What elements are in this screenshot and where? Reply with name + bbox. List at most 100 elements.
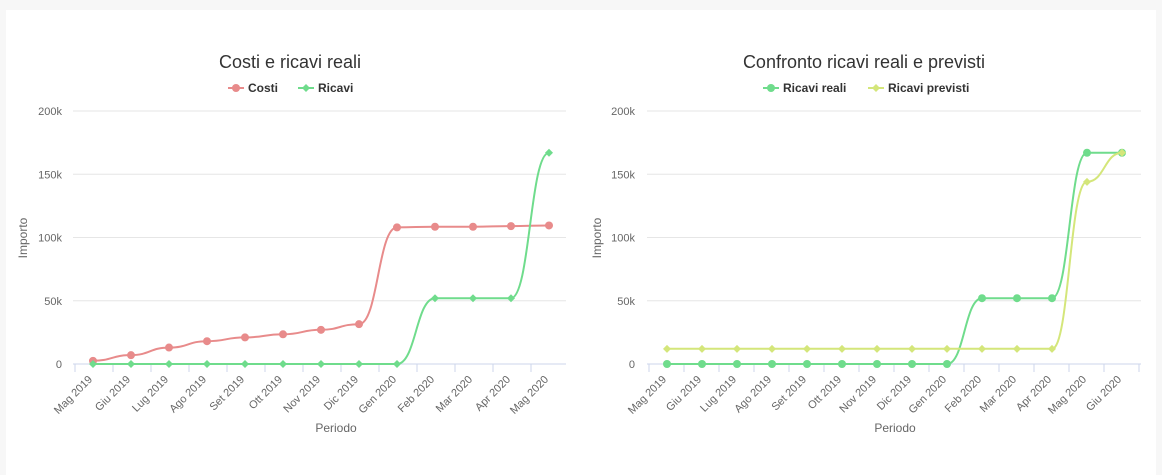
data-point[interactable]	[733, 344, 741, 353]
data-point[interactable]	[768, 344, 776, 353]
data-point[interactable]	[873, 360, 881, 368]
x-axis-title: Periodo	[315, 421, 357, 435]
data-point[interactable]	[545, 221, 553, 230]
data-point[interactable]	[1118, 148, 1126, 157]
data-point[interactable]	[978, 294, 986, 303]
data-point[interactable]	[165, 343, 173, 352]
data-point[interactable]	[1048, 294, 1056, 303]
x-tick-label: Mar 2020	[978, 374, 1019, 415]
data-point[interactable]	[698, 344, 706, 353]
legend-label: Ricavi previsti	[888, 81, 969, 95]
y-tick-label: 200k	[611, 106, 635, 118]
data-point[interactable]	[127, 360, 135, 368]
data-point[interactable]	[507, 222, 515, 231]
data-point[interactable]	[279, 330, 287, 339]
data-point[interactable]	[943, 360, 951, 368]
data-point[interactable]	[908, 344, 916, 353]
data-point[interactable]	[89, 360, 97, 368]
charts-panel	[6, 10, 1156, 475]
y-tick-label: 100k	[38, 233, 62, 245]
legend-marker[interactable]	[872, 84, 880, 92]
data-point[interactable]	[393, 223, 401, 232]
data-point[interactable]	[663, 360, 671, 368]
data-point[interactable]	[431, 294, 439, 303]
data-point[interactable]	[241, 333, 249, 342]
y-tick-label: 150k	[38, 169, 62, 181]
legend-marker[interactable]	[767, 84, 775, 92]
data-point[interactable]	[978, 344, 986, 353]
data-point[interactable]	[873, 344, 881, 353]
data-point[interactable]	[127, 351, 135, 360]
legend-item-1[interactable]: Costi	[228, 81, 278, 95]
series-line-2[interactable]	[666, 151, 1123, 350]
y-tick-label: 0	[56, 359, 62, 371]
legend-item-2[interactable]: Ricavi	[298, 81, 353, 95]
x-tick-label: Lug 2019	[130, 374, 171, 415]
legend-label: Ricavi reali	[783, 81, 846, 95]
x-tick-label: Giu 2020	[1084, 374, 1124, 414]
x-tick-label: Ago 2019	[167, 374, 209, 416]
data-point[interactable]	[908, 360, 916, 368]
x-tick-label: Mag 2019	[626, 374, 669, 417]
data-point[interactable]	[279, 360, 287, 368]
x-tick-label: Feb 2020	[396, 374, 437, 415]
data-point[interactable]	[203, 337, 211, 346]
legend-label: Costi	[248, 81, 278, 95]
data-point[interactable]	[545, 148, 553, 157]
y-tick-label: 200k	[38, 106, 62, 118]
data-point[interactable]	[317, 360, 325, 368]
legend-item-1[interactable]: Ricavi reali	[763, 81, 846, 95]
x-tick-label: Nov 2019	[281, 374, 323, 416]
data-point[interactable]	[469, 294, 477, 303]
data-point[interactable]	[355, 320, 363, 329]
data-point[interactable]	[803, 344, 811, 353]
data-point[interactable]	[838, 360, 846, 368]
data-point[interactable]	[355, 360, 363, 368]
data-point[interactable]	[1013, 294, 1021, 303]
x-tick-label: Mar 2020	[434, 374, 475, 415]
data-point[interactable]	[393, 360, 401, 368]
legend-marker[interactable]	[232, 84, 240, 92]
legend-item-2[interactable]: Ricavi previsti	[868, 81, 969, 95]
data-point[interactable]	[431, 222, 439, 231]
data-point[interactable]	[803, 360, 811, 368]
data-point[interactable]	[241, 360, 249, 368]
data-point[interactable]	[469, 222, 477, 231]
chart-confronto-ricavi: Confronto ricavi reali e previsti Period…	[590, 52, 1141, 435]
series-line-1[interactable]	[667, 151, 1122, 366]
data-point[interactable]	[768, 360, 776, 368]
data-point[interactable]	[317, 325, 325, 334]
x-tick-label: Apr 2020	[473, 374, 513, 414]
data-point[interactable]	[1048, 344, 1056, 353]
data-point[interactable]	[203, 360, 211, 368]
y-axis-title: Importo	[16, 217, 30, 258]
legend-label: Ricavi	[318, 81, 353, 95]
x-tick-label: Set 2019	[769, 374, 809, 414]
x-tick-label: Set 2019	[207, 374, 247, 414]
y-tick-label: 0	[629, 359, 635, 371]
data-point[interactable]	[663, 344, 671, 353]
data-point[interactable]	[733, 360, 741, 368]
data-point[interactable]	[1083, 177, 1091, 186]
data-point[interactable]	[1013, 344, 1021, 353]
x-tick-label: Mag 2019	[52, 374, 95, 417]
data-point[interactable]	[507, 294, 515, 303]
data-point[interactable]	[838, 344, 846, 353]
y-tick-label: 50k	[617, 296, 635, 308]
y-tick-label: 100k	[611, 233, 635, 245]
series-line-1[interactable]	[92, 224, 550, 362]
y-tick-label: 50k	[44, 296, 62, 308]
x-tick-label: Gen 2020	[906, 374, 949, 417]
x-tick-label: Gen 2020	[356, 374, 399, 417]
y-axis-title: Importo	[590, 217, 604, 258]
x-tick-label: Mag 2020	[508, 374, 551, 417]
data-point[interactable]	[943, 344, 951, 353]
chart-title: Confronto ricavi reali e previsti	[743, 52, 985, 72]
data-point[interactable]	[1083, 148, 1091, 157]
x-tick-label: Giu 2019	[664, 374, 704, 414]
x-tick-label: Nov 2019	[837, 374, 879, 416]
data-point[interactable]	[698, 360, 706, 368]
data-point[interactable]	[165, 360, 173, 368]
legend-marker[interactable]	[302, 84, 310, 92]
